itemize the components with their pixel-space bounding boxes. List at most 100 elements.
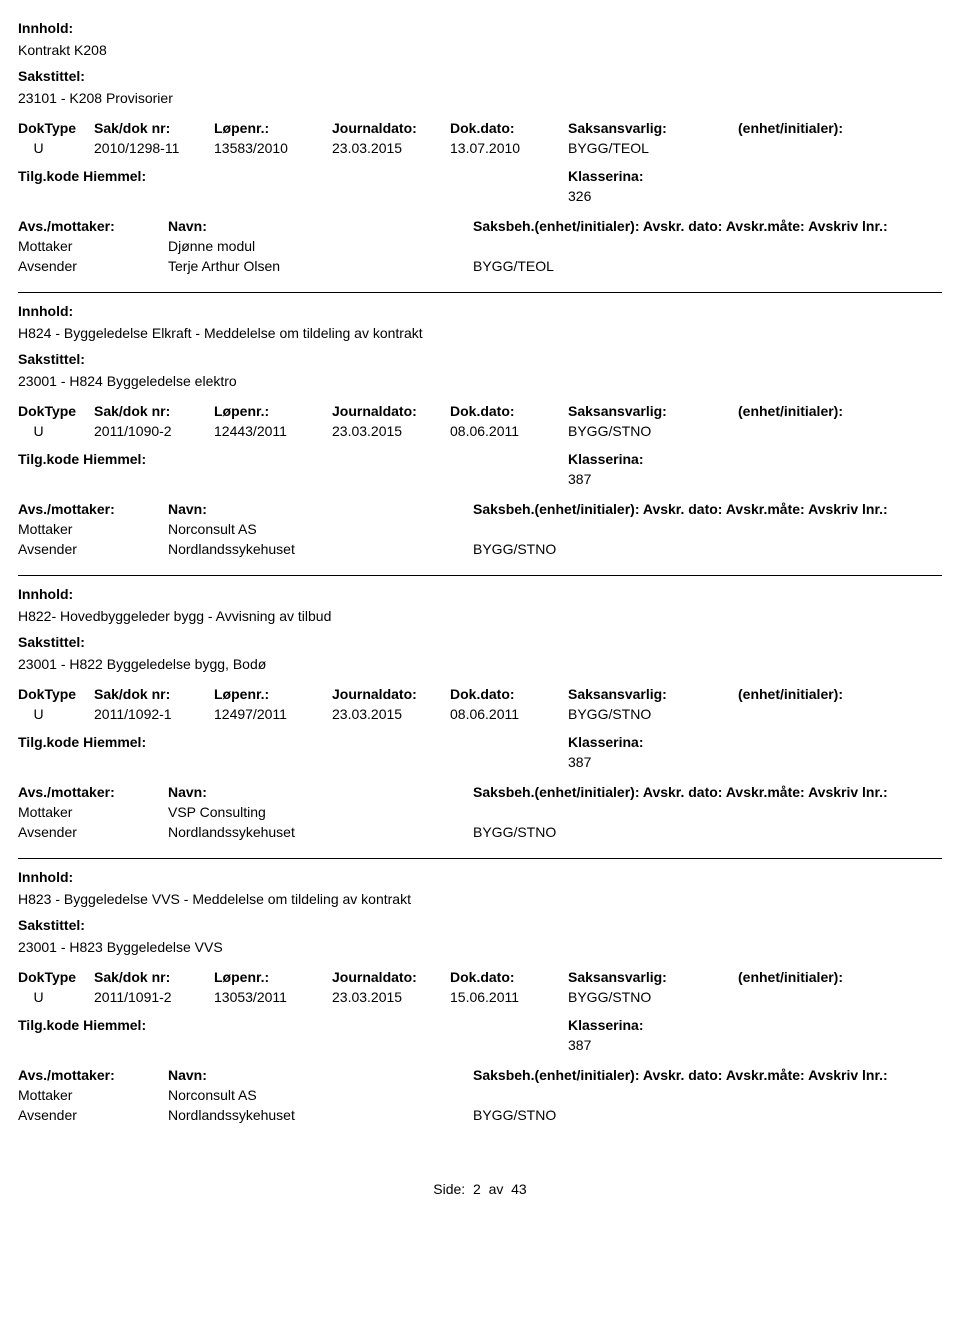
journal-record: Innhold: H822- Hovedbyggeleder bygg - Avv…: [18, 576, 942, 859]
party-row: AvsenderNordlandssykehusetBYGG/STNO: [18, 1107, 942, 1123]
party-row: MottakerNorconsult AS: [18, 521, 942, 537]
saksansvarlig-value: BYGG/STNO: [568, 423, 738, 439]
journaldato-header: Journaldato:: [332, 120, 450, 136]
page-current: 2: [473, 1181, 481, 1197]
sakstittel-value: 23101 - K208 Provisorier: [18, 90, 942, 106]
sakdok-value: 2011/1091-2: [94, 989, 214, 1005]
enhet-header: (enhet/initialer):: [738, 686, 898, 702]
lopenr-value: 12443/2011: [214, 423, 332, 439]
sakstittel-value: 23001 - H822 Byggeledelse bygg, Bodø: [18, 656, 942, 672]
journaldato-value: 23.03.2015: [332, 423, 450, 439]
sakstittel-label: Sakstittel:: [18, 917, 942, 933]
journal-record: Innhold:H824 - Byggeledelse Elkraft - Me…: [18, 293, 942, 576]
doktype-value: U: [18, 140, 94, 156]
column-headers: DokTypeSak/dok nr:Løpenr.:Journaldato:Do…: [18, 686, 942, 702]
party-row: AvsenderNordlandssykehusetBYGG/STNO: [18, 824, 942, 840]
sakdok-header: Sak/dok nr:: [94, 403, 214, 419]
party-role: Avsender: [18, 258, 168, 274]
dokdato-value: 15.06.2011: [450, 989, 568, 1005]
innhold-value: Kontrakt K208: [18, 42, 942, 58]
enhet-header: (enhet/initialer):: [738, 120, 898, 136]
party-name: Norconsult AS: [168, 521, 473, 537]
journaldato-value: 23.03.2015: [332, 706, 450, 722]
journaldato-header: Journaldato:: [332, 403, 450, 419]
saksansvarlig-value: BYGG/STNO: [568, 706, 738, 722]
saksansvarlig-header: Saksansvarlig:: [568, 686, 738, 702]
party-role: Mottaker: [18, 521, 168, 537]
avsmottaker-label: Avs./mottaker:: [18, 501, 168, 517]
navn-label: Navn:: [168, 1067, 473, 1083]
doktype-value: U: [18, 989, 94, 1005]
tilgkode-hjemmel-label: Tilg.kode Hiemmel:: [18, 168, 568, 204]
tilgkode-hjemmel-label: Tilg.kode Hiemmel:: [18, 1017, 568, 1053]
tilgkode-row: Tilg.kode Hiemmel:Klasserina:326: [18, 168, 942, 204]
dokdato-header: Dok.dato:: [450, 969, 568, 985]
avsmottaker-label: Avs./mottaker:: [18, 1067, 168, 1083]
klassering-value: 387: [568, 754, 643, 770]
saksansvarlig-header: Saksansvarlig:: [568, 969, 738, 985]
dokdato-header: Dok.dato:: [450, 686, 568, 702]
saksansvarlig-value: BYGG/STNO: [568, 989, 738, 1005]
column-values: U2011/1090-212443/201123.03.201508.06.20…: [18, 423, 942, 439]
avs-mottaker-headers: Avs./mottaker:Navn:Saksbeh.(enhet/initia…: [18, 501, 942, 517]
journaldato-header: Journaldato:: [332, 686, 450, 702]
column-headers: DokTypeSak/dok nr:Løpenr.:Journaldato:Do…: [18, 403, 942, 419]
klassering-label: Klasserina:: [568, 168, 643, 184]
doktype-header: DokType: [18, 969, 94, 985]
doktype-value: U: [18, 706, 94, 722]
saksbeh-labels: Saksbeh.(enhet/initialer): Avskr. dato: …: [473, 501, 888, 517]
party-row: MottakerVSP Consulting: [18, 804, 942, 820]
doktype-header: DokType: [18, 686, 94, 702]
saksbeh-labels: Saksbeh.(enhet/initialer): Avskr. dato: …: [473, 218, 888, 234]
party-name: VSP Consulting: [168, 804, 473, 820]
avsmottaker-label: Avs./mottaker:: [18, 784, 168, 800]
innhold-label: Innhold:: [18, 303, 942, 319]
navn-label: Navn:: [168, 784, 473, 800]
innhold-value: H822- Hovedbyggeleder bygg - Avvisning a…: [18, 608, 942, 624]
innhold-value: H823 - Byggeledelse VVS - Meddelelse om …: [18, 891, 942, 907]
innhold-label: Innhold:: [18, 869, 942, 885]
column-values: U2010/1298-1113583/201023.03.201513.07.2…: [18, 140, 942, 156]
party-name: Nordlandssykehuset: [168, 541, 473, 557]
journaldato-value: 23.03.2015: [332, 989, 450, 1005]
sakstittel-value: 23001 - H824 Byggeledelse elektro: [18, 373, 942, 389]
avs-mottaker-headers: Avs./mottaker:Navn:Saksbeh.(enhet/initia…: [18, 784, 942, 800]
lopenr-value: 13583/2010: [214, 140, 332, 156]
sakstittel-label: Sakstittel:: [18, 634, 942, 650]
column-values: U2011/1091-213053/201123.03.201515.06.20…: [18, 989, 942, 1005]
doktype-header: DokType: [18, 403, 94, 419]
party-unit: BYGG/STNO: [473, 541, 556, 557]
lopenr-value: 13053/2011: [214, 989, 332, 1005]
innhold-label: Innhold:: [18, 586, 942, 602]
lopenr-value: 12497/2011: [214, 706, 332, 722]
sakdok-value: 2011/1092-1: [94, 706, 214, 722]
enhet-value: [738, 423, 898, 439]
navn-label: Navn:: [168, 501, 473, 517]
side-label: Side:: [433, 1181, 465, 1197]
sakdok-value: 2011/1090-2: [94, 423, 214, 439]
lopenr-header: Løpenr.:: [214, 120, 332, 136]
party-role: Mottaker: [18, 804, 168, 820]
party-role: Avsender: [18, 1107, 168, 1123]
party-row: AvsenderTerje Arthur OlsenBYGG/TEOL: [18, 258, 942, 274]
saksansvarlig-value: BYGG/TEOL: [568, 140, 738, 156]
enhet-value: [738, 706, 898, 722]
doktype-header: DokType: [18, 120, 94, 136]
party-name: Norconsult AS: [168, 1087, 473, 1103]
party-row: AvsenderNordlandssykehusetBYGG/STNO: [18, 541, 942, 557]
party-unit: BYGG/STNO: [473, 1107, 556, 1123]
party-name: Nordlandssykehuset: [168, 1107, 473, 1123]
tilgkode-row: Tilg.kode Hiemmel:Klasserina:387: [18, 734, 942, 770]
klassering-label: Klasserina:: [568, 734, 643, 750]
sakstittel-label: Sakstittel:: [18, 351, 942, 367]
lopenr-header: Løpenr.:: [214, 969, 332, 985]
party-role: Avsender: [18, 541, 168, 557]
sakstittel-value: 23001 - H823 Byggeledelse VVS: [18, 939, 942, 955]
enhet-value: [738, 140, 898, 156]
avs-mottaker-headers: Avs./mottaker:Navn:Saksbeh.(enhet/initia…: [18, 218, 942, 234]
journaldato-header: Journaldato:: [332, 969, 450, 985]
party-row: MottakerNorconsult AS: [18, 1087, 942, 1103]
av-label: av: [489, 1181, 504, 1197]
sakstittel-label: Sakstittel:: [18, 68, 942, 84]
avs-mottaker-headers: Avs./mottaker:Navn:Saksbeh.(enhet/initia…: [18, 1067, 942, 1083]
